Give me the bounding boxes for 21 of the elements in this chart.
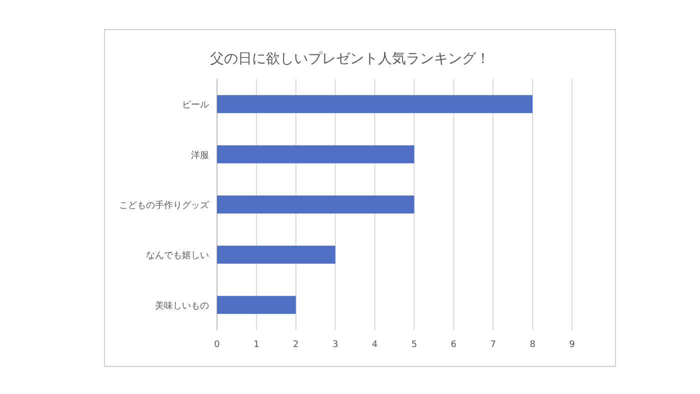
x-tick-label: 3: [332, 340, 338, 350]
y-tick-label: 洋服: [191, 150, 209, 161]
bar: [217, 95, 533, 114]
bar: [217, 296, 296, 314]
y-tick-label: 美味しいもの: [155, 300, 209, 312]
bar: [217, 145, 414, 164]
x-tick-label: 0: [214, 340, 220, 350]
x-tick-label: 4: [372, 340, 378, 350]
y-tick-label: ビール: [182, 100, 209, 111]
x-tick-label: 5: [411, 340, 418, 350]
x-tick-label: 2: [293, 340, 299, 350]
y-tick-label: なんでも嬉しい: [146, 250, 209, 262]
x-tick-label: 6: [450, 340, 457, 350]
y-tick-label: こどもの手作りグッズ: [119, 200, 210, 211]
bar: [217, 246, 336, 264]
x-tick-label: 7: [490, 340, 496, 350]
x-tick-label: 8: [530, 340, 536, 350]
chart-title: 父の日に欲しいプレゼント人気ランキング！: [210, 51, 490, 67]
x-tick-label: 1: [254, 340, 260, 350]
bar: [217, 196, 414, 214]
x-tick-label: 9: [569, 340, 576, 350]
